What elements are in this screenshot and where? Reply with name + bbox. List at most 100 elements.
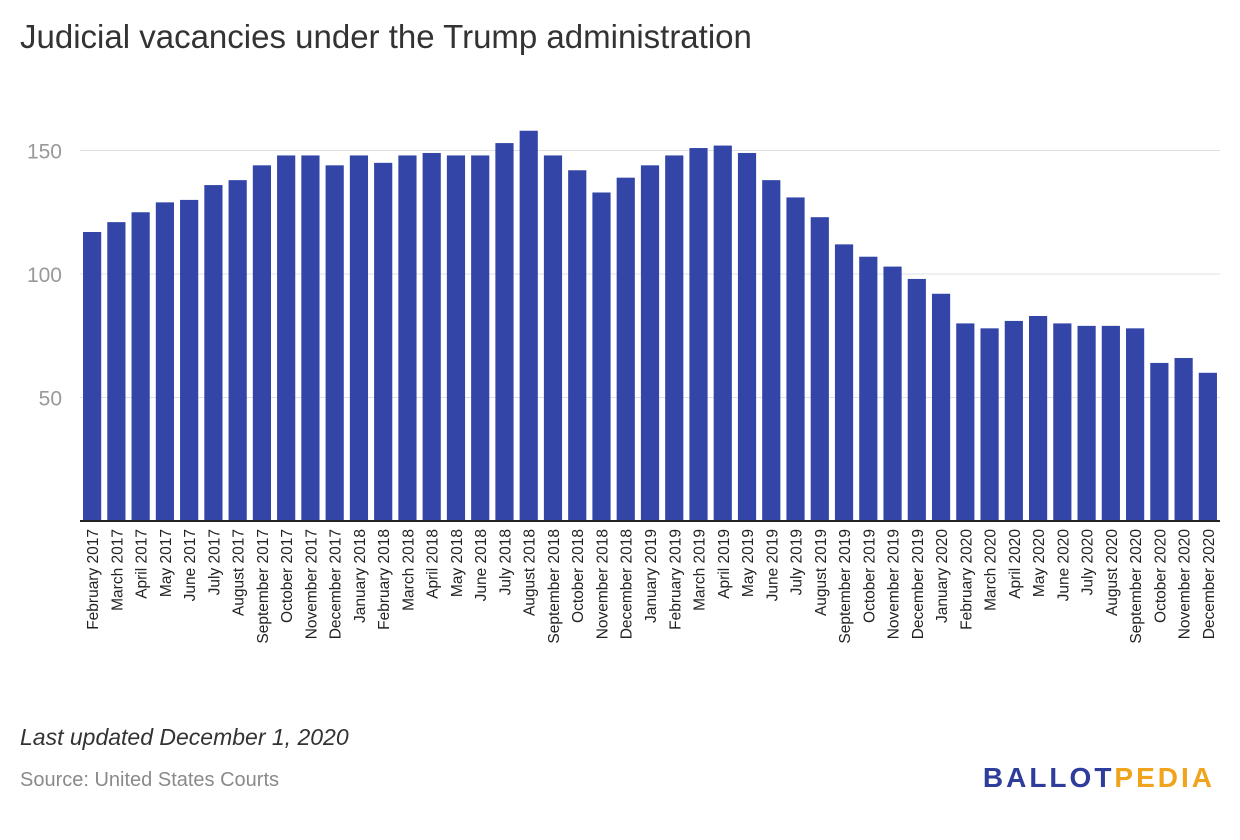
- x-tick-label: November 2017: [303, 529, 320, 639]
- bar: [446, 155, 466, 521]
- bar: [568, 170, 587, 521]
- x-tick-label: November 2018: [594, 529, 611, 639]
- x-tick-label: September 2017: [255, 529, 272, 644]
- x-tick-label: September 2020: [1128, 529, 1145, 644]
- bar: [762, 180, 781, 521]
- x-tick-label: February 2018: [376, 529, 393, 630]
- x-tick-label: August 2019: [813, 529, 830, 616]
- bar: [422, 152, 441, 521]
- bar: [737, 152, 757, 521]
- x-tick-label: April 2019: [716, 529, 733, 599]
- x-tick-label: June 2017: [182, 529, 199, 601]
- bar: [640, 165, 660, 521]
- x-tick-label: July 2018: [497, 529, 514, 595]
- bar: [883, 266, 902, 521]
- bar: [931, 293, 951, 521]
- bar: [228, 180, 247, 521]
- x-tick-label: December 2019: [910, 529, 927, 639]
- bar: [301, 155, 320, 521]
- bar: [543, 155, 563, 521]
- bar: [131, 212, 150, 521]
- y-tick-label: 150: [27, 141, 62, 164]
- bar: [1101, 325, 1120, 521]
- x-tick-label: August 2020: [1104, 529, 1121, 616]
- x-tick-label: June 2018: [473, 529, 490, 601]
- x-tick-label: August 2017: [231, 529, 248, 616]
- bar: [810, 217, 829, 521]
- bar: [859, 256, 878, 521]
- x-tick-label: February 2019: [667, 529, 684, 630]
- x-tick-label: December 2018: [619, 529, 636, 639]
- bar: [713, 145, 732, 521]
- bar: [689, 148, 708, 521]
- bar: [616, 177, 635, 522]
- x-tick-label: March 2019: [692, 529, 709, 611]
- x-tick-label: November 2019: [886, 529, 903, 639]
- bar-chart: 50 100 150 February 2017 March 2017 April 201…: [27, 130, 1220, 644]
- x-tick-label: October 2017: [279, 529, 296, 623]
- bar: [277, 155, 296, 521]
- bar: [956, 323, 975, 521]
- y-tick-label: 100: [27, 264, 62, 287]
- x-tick-label: March 2017: [109, 529, 126, 611]
- last-updated-note: Last updated December 1, 2020: [20, 724, 349, 750]
- x-tick-label: October 2018: [570, 529, 587, 623]
- ballotpedia-logo: BALLOTPEDIA: [983, 762, 1215, 794]
- x-tick-label: May 2019: [740, 529, 757, 597]
- bar: [1053, 323, 1072, 521]
- bar: [83, 232, 102, 521]
- bar: [834, 244, 854, 522]
- bar: [592, 192, 611, 522]
- bar: [155, 202, 174, 521]
- x-tick-label: December 2017: [328, 529, 345, 639]
- bar: [1174, 357, 1193, 521]
- x-tick-label: April 2017: [134, 529, 151, 599]
- bar: [1028, 315, 1048, 521]
- x-tick-label: May 2017: [158, 529, 175, 597]
- bar: [519, 130, 538, 522]
- bar: [786, 197, 805, 521]
- x-tick-label: June 2020: [1055, 529, 1072, 602]
- x-tick-label: May 2018: [449, 529, 466, 597]
- bar: [980, 328, 999, 521]
- x-tick-label: June 2019: [764, 529, 781, 601]
- bar: [1198, 372, 1217, 521]
- x-tick-label: April 2020: [1007, 529, 1024, 599]
- bar: [204, 185, 223, 521]
- y-tick-label: 50: [39, 388, 62, 411]
- x-tick-label: February 2017: [85, 529, 102, 630]
- bar: [107, 222, 126, 521]
- bar: [665, 155, 684, 521]
- x-tick-label: September 2018: [546, 529, 563, 644]
- x-tick-label: October 2020: [1152, 529, 1169, 623]
- x-tick-label: March 2020: [983, 529, 1000, 611]
- x-tick-label: January 2019: [643, 529, 660, 623]
- bar: [374, 162, 393, 521]
- bar: [325, 165, 344, 521]
- bar: [1126, 328, 1145, 521]
- x-tick-label: August 2018: [522, 529, 539, 616]
- x-tick-label: April 2018: [425, 529, 442, 599]
- logo-part-pedia: PEDIA: [1114, 762, 1215, 793]
- bar: [180, 199, 199, 521]
- x-tick-label: May 2020: [1031, 529, 1048, 597]
- chart-title: Judicial vacancies under the Trump admin…: [20, 18, 752, 55]
- bar: [349, 155, 369, 521]
- x-tick-label: October 2019: [861, 529, 878, 623]
- x-tick-label: November 2020: [1177, 529, 1194, 640]
- x-tick-label: March 2018: [400, 529, 417, 611]
- bar: [471, 155, 490, 521]
- source-label: Source: United States Courts: [20, 769, 280, 791]
- x-tick-label: December 2020: [1201, 529, 1218, 640]
- bar: [398, 155, 417, 521]
- x-tick-label: July 2017: [206, 529, 223, 595]
- x-tick-label: February 2020: [958, 529, 975, 630]
- x-tick-label: September 2019: [837, 529, 854, 644]
- bar: [907, 278, 926, 521]
- bar: [252, 165, 272, 521]
- x-tick-label: July 2020: [1080, 529, 1097, 596]
- x-tick-label: January 2020: [934, 529, 951, 623]
- x-tick-label: July 2019: [789, 529, 806, 595]
- bar: [1150, 362, 1169, 521]
- bar: [1004, 320, 1023, 521]
